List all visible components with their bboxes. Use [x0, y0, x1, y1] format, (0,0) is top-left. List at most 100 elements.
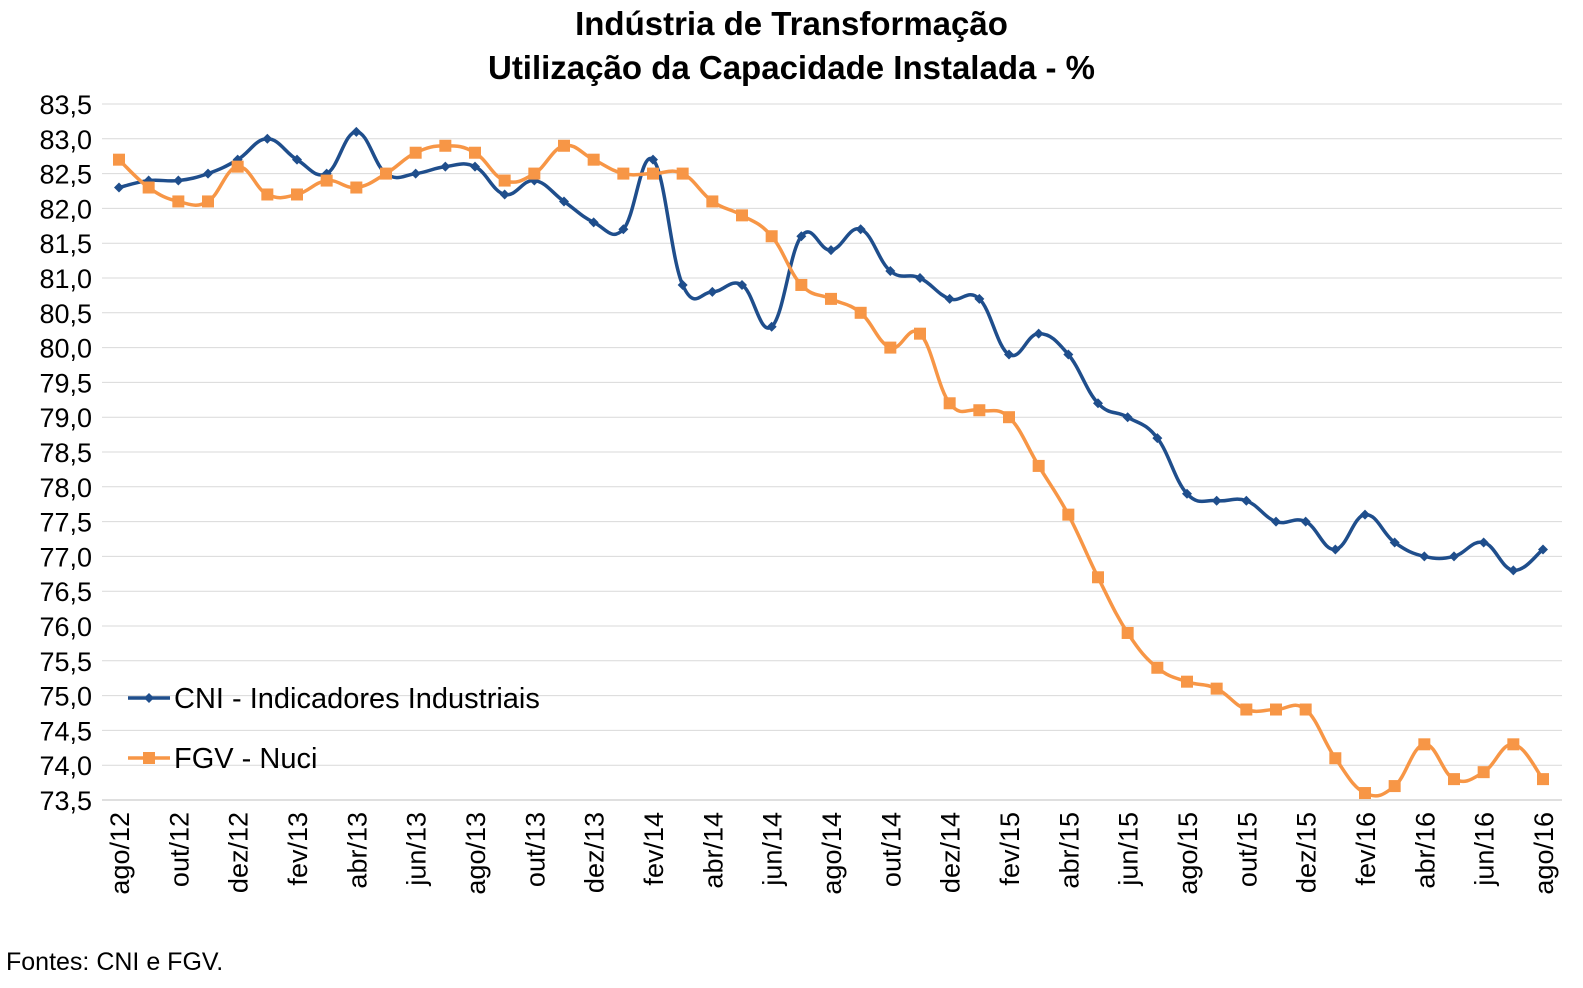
data-point — [1388, 780, 1401, 793]
data-point — [203, 168, 213, 179]
data-point — [291, 188, 303, 201]
x-tick-label: abr/13 — [342, 812, 372, 889]
x-tick-label: fev/14 — [639, 812, 669, 886]
legend: CNI - Indicadores Industriais FGV - Nuci — [128, 683, 540, 775]
data-point — [884, 341, 897, 354]
data-point — [1389, 537, 1400, 548]
x-tick-label: dez/12 — [224, 812, 254, 893]
data-point — [1507, 738, 1520, 751]
data-point — [1360, 509, 1370, 520]
data-point — [1419, 551, 1430, 562]
data-point — [261, 188, 274, 201]
data-point — [1270, 703, 1282, 716]
x-tick-label: abr/16 — [1410, 812, 1440, 889]
x-tick-label: dez/15 — [1292, 812, 1322, 893]
data-point — [1122, 412, 1133, 423]
y-tick-label: 73,5 — [39, 786, 92, 816]
data-point — [1418, 738, 1431, 751]
data-point — [1003, 411, 1015, 424]
x-tick-label: dez/14 — [936, 812, 966, 893]
x-tick-label: fev/13 — [283, 812, 313, 886]
y-tick-label: 75,5 — [39, 647, 92, 677]
data-point — [943, 397, 956, 410]
data-point — [1062, 508, 1075, 521]
data-point — [1477, 766, 1490, 779]
y-tick-label: 74,0 — [39, 751, 92, 781]
data-point — [114, 182, 124, 193]
data-point — [1329, 752, 1342, 765]
data-point — [915, 273, 925, 283]
x-tick-label: abr/14 — [698, 812, 728, 889]
series-line — [118, 130, 1545, 573]
data-point — [647, 167, 659, 180]
data-point — [765, 230, 778, 243]
data-point — [409, 146, 422, 159]
x-tick-label: dez/13 — [580, 812, 610, 893]
data-point — [1063, 349, 1074, 360]
x-tick-label: fev/16 — [1351, 812, 1381, 886]
gridlines — [102, 103, 1562, 801]
data-point — [1538, 544, 1548, 555]
y-axis-ticks: 83,5 83,0 82,5 82,0 81,5 81,0 80,5 80,0 79,5 79,0… — [39, 90, 92, 816]
y-tick-label: 78,5 — [39, 438, 92, 468]
y-tick-label: 80,5 — [39, 299, 92, 329]
y-tick-label: 77,5 — [39, 508, 92, 538]
data-point — [113, 153, 125, 166]
data-point — [796, 231, 807, 242]
data-point — [1330, 544, 1341, 555]
line-chart: 83,5 83,0 82,5 82,0 81,5 81,0 80,5 80,0 79,5 79,0… — [39, 90, 1562, 895]
data-point — [676, 167, 689, 180]
y-tick-label: 80,0 — [39, 334, 92, 364]
x-tick-label: ago/13 — [461, 812, 491, 895]
data-point — [1478, 537, 1489, 548]
data-point — [825, 292, 837, 305]
legend-label: FGV - Nuci — [174, 743, 317, 775]
data-point — [558, 139, 570, 152]
y-tick-label: 76,0 — [39, 612, 92, 642]
y-tick-label: 77,0 — [39, 542, 92, 572]
y-tick-label: 74,5 — [39, 716, 92, 746]
x-tick-label: out/13 — [520, 812, 550, 887]
data-point — [944, 293, 955, 304]
data-point — [470, 161, 480, 172]
data-point — [1299, 703, 1312, 716]
x-tick-label: ago/12 — [105, 812, 135, 895]
data-point — [617, 167, 630, 180]
data-point — [351, 126, 362, 137]
data-point — [173, 175, 184, 186]
data-point — [618, 224, 629, 235]
x-tick-label: fev/15 — [995, 812, 1025, 886]
data-point — [1033, 328, 1044, 339]
data-point — [1004, 349, 1014, 360]
x-tick-label: jun/13 — [402, 812, 432, 887]
data-point — [855, 224, 866, 235]
data-point — [469, 146, 481, 159]
data-point — [262, 133, 273, 144]
data-point — [231, 160, 244, 173]
data-point — [1093, 398, 1103, 409]
data-point — [826, 245, 836, 256]
series-fgv — [113, 139, 1549, 800]
data-point — [707, 286, 718, 297]
y-tick-label: 78,0 — [39, 473, 92, 503]
x-tick-label: out/12 — [164, 812, 194, 887]
data-point — [974, 293, 985, 304]
data-point — [1300, 516, 1311, 527]
data-point — [1241, 495, 1252, 506]
x-tick-label: jun/15 — [1114, 812, 1144, 887]
chart-title: Indústria de Transformação — [575, 5, 1008, 42]
data-point — [1152, 433, 1163, 444]
legend-marker — [144, 693, 154, 703]
series-group — [113, 126, 1549, 800]
data-point — [677, 279, 688, 290]
data-point — [1032, 459, 1045, 472]
data-point — [528, 167, 541, 180]
y-tick-label: 79,0 — [39, 403, 92, 433]
data-point — [1271, 516, 1281, 527]
data-point — [885, 266, 896, 277]
legend-marker — [143, 752, 155, 764]
series-cni — [114, 126, 1548, 576]
data-point — [380, 167, 392, 180]
data-point — [706, 195, 719, 208]
y-tick-label: 83,5 — [39, 90, 92, 120]
